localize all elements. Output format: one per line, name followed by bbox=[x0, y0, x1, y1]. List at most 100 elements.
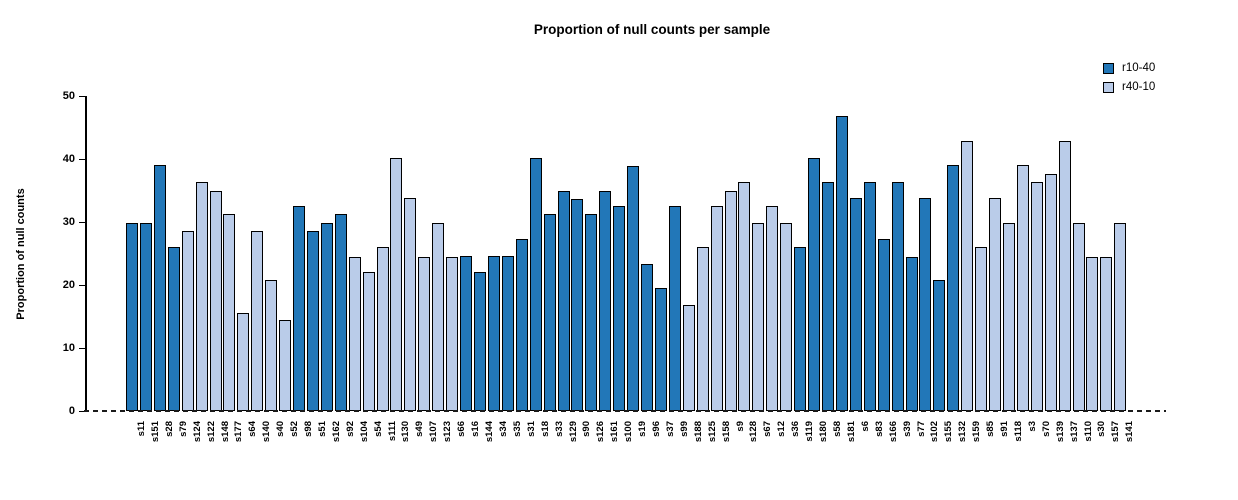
bar-s99 bbox=[668, 206, 681, 411]
bar-s67 bbox=[752, 223, 765, 411]
x-tick-label: s180 bbox=[818, 421, 830, 443]
bar-s188 bbox=[682, 304, 695, 411]
y-tick-label: 10 bbox=[62, 341, 75, 354]
bar-s98 bbox=[293, 206, 306, 411]
bar-s151 bbox=[139, 223, 152, 411]
x-tick-label: s49 bbox=[414, 421, 426, 437]
y-tick bbox=[79, 410, 85, 412]
bar-s54 bbox=[362, 271, 375, 411]
bar-s159 bbox=[961, 141, 974, 411]
bar-s6 bbox=[849, 198, 862, 411]
x-tick-label: s188 bbox=[692, 421, 704, 443]
bar-s77 bbox=[905, 256, 918, 411]
x-tick-label: s126 bbox=[595, 421, 607, 443]
bar-s91 bbox=[989, 198, 1002, 411]
bar-s37 bbox=[654, 287, 667, 411]
x-tick-label: s54 bbox=[372, 421, 384, 437]
bar-s100 bbox=[613, 206, 626, 411]
bar-s104 bbox=[348, 256, 361, 411]
y-tick bbox=[79, 221, 85, 223]
x-tick-label: s181 bbox=[845, 421, 857, 443]
bar-s12 bbox=[766, 206, 779, 411]
legend-item: r40-10 bbox=[1103, 81, 1155, 93]
bar-s166 bbox=[877, 239, 890, 411]
x-tick-label: s35 bbox=[511, 421, 523, 437]
bar-s79 bbox=[167, 247, 180, 411]
x-tick-label: s33 bbox=[553, 421, 565, 437]
x-tick-label: s139 bbox=[1054, 421, 1066, 443]
bar-s177 bbox=[223, 214, 236, 411]
x-tick-label: s92 bbox=[344, 421, 356, 437]
x-tick-label: s11 bbox=[136, 421, 147, 437]
x-tick-label: s162 bbox=[330, 421, 342, 443]
bar-s35 bbox=[501, 256, 514, 411]
x-tick-label: s77 bbox=[915, 421, 927, 437]
x-tick-label: s110 bbox=[1082, 421, 1094, 442]
bar-s36 bbox=[780, 223, 793, 411]
bar-s122 bbox=[195, 181, 208, 411]
x-tick-label: s141 bbox=[1124, 421, 1136, 443]
bar-s49 bbox=[404, 198, 417, 411]
x-tick-label: s177 bbox=[233, 421, 245, 443]
x-tick-label: s64 bbox=[247, 421, 259, 437]
bar-s16 bbox=[460, 256, 473, 411]
bar-s132 bbox=[947, 165, 960, 411]
bar-s162 bbox=[320, 222, 333, 411]
legend-label: r40-10 bbox=[1122, 81, 1156, 93]
bar-s158 bbox=[710, 206, 723, 411]
bar-s19 bbox=[627, 165, 640, 411]
bar-s140 bbox=[251, 231, 264, 411]
bar-s180 bbox=[808, 157, 821, 411]
bar-s51 bbox=[306, 230, 319, 411]
bar-s128 bbox=[738, 181, 751, 411]
x-tick-label: s140 bbox=[261, 421, 273, 443]
x-tick-label: s100 bbox=[623, 421, 635, 443]
bar-s107 bbox=[418, 256, 431, 411]
x-tick-label: s148 bbox=[219, 421, 231, 443]
bar-s125 bbox=[696, 247, 709, 411]
bar-s33 bbox=[543, 214, 556, 411]
bar-s161 bbox=[599, 190, 612, 411]
bar-s11 bbox=[126, 223, 138, 411]
bar-s30 bbox=[1086, 256, 1099, 411]
x-tick-label: s39 bbox=[901, 421, 913, 437]
x-tick-label: s151 bbox=[149, 421, 161, 443]
bar-s18 bbox=[529, 158, 542, 411]
x-tick-label: s31 bbox=[525, 421, 537, 437]
legend-label: r10-40 bbox=[1122, 62, 1156, 74]
chart-title: Proportion of null counts per sample bbox=[533, 22, 771, 37]
bar-s144 bbox=[474, 271, 486, 411]
x-tick-label: s98 bbox=[303, 421, 315, 437]
x-tick-label: s16 bbox=[470, 421, 482, 437]
legend-item: r10-40 bbox=[1103, 62, 1155, 74]
x-tick-label: s158 bbox=[720, 421, 732, 443]
y-axis-line bbox=[85, 96, 87, 412]
bar-s110 bbox=[1072, 223, 1085, 411]
x-tick-label: s6 bbox=[859, 421, 871, 432]
x-tick-label: s12 bbox=[776, 421, 788, 437]
x-tick-label: s123 bbox=[442, 421, 454, 443]
bar-s40 bbox=[265, 279, 278, 411]
x-tick-label: s111 bbox=[386, 421, 398, 442]
x-tick-label: s124 bbox=[191, 421, 203, 443]
bar-s83 bbox=[863, 181, 876, 411]
bar-s34 bbox=[487, 256, 500, 411]
x-tick-label: s51 bbox=[316, 421, 328, 437]
x-tick-label: s34 bbox=[497, 421, 509, 437]
x-tick-label: s79 bbox=[177, 421, 189, 437]
x-tick-label: s166 bbox=[887, 421, 899, 443]
y-tick bbox=[79, 347, 85, 349]
x-tick-label: s96 bbox=[651, 421, 663, 437]
bar-s31 bbox=[515, 239, 528, 411]
x-tick-label: s90 bbox=[581, 421, 593, 437]
x-tick-label: s130 bbox=[400, 421, 412, 443]
bar-s148 bbox=[209, 190, 222, 411]
x-tick-label: s36 bbox=[790, 421, 802, 437]
bar-s111 bbox=[376, 246, 389, 411]
x-tick-label: s122 bbox=[205, 421, 217, 443]
bar-s124 bbox=[181, 230, 194, 411]
y-tick bbox=[79, 95, 85, 97]
x-tick-label: s157 bbox=[1110, 421, 1122, 443]
x-tick-label: s37 bbox=[664, 421, 676, 437]
